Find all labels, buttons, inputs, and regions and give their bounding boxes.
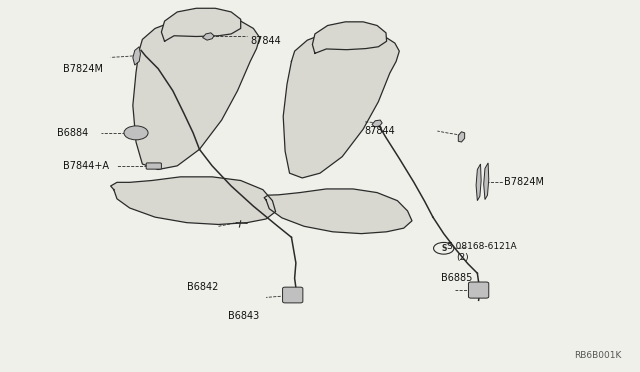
FancyBboxPatch shape bbox=[468, 282, 489, 298]
Text: B6842: B6842 bbox=[187, 282, 218, 292]
Text: B6884: B6884 bbox=[57, 128, 88, 138]
Polygon shape bbox=[484, 163, 489, 199]
Polygon shape bbox=[284, 30, 399, 178]
Text: 87844: 87844 bbox=[250, 36, 281, 46]
Text: B6843: B6843 bbox=[228, 311, 259, 321]
FancyBboxPatch shape bbox=[146, 163, 161, 169]
Polygon shape bbox=[312, 22, 387, 53]
Polygon shape bbox=[203, 33, 214, 40]
Text: 87844: 87844 bbox=[364, 126, 395, 136]
Text: (2): (2) bbox=[456, 253, 469, 262]
Polygon shape bbox=[264, 189, 412, 234]
Polygon shape bbox=[111, 177, 276, 224]
Polygon shape bbox=[133, 17, 260, 170]
Polygon shape bbox=[458, 132, 465, 142]
Text: B7844+A: B7844+A bbox=[63, 161, 109, 171]
Polygon shape bbox=[133, 47, 140, 65]
Text: B7824M: B7824M bbox=[63, 64, 103, 74]
FancyBboxPatch shape bbox=[283, 287, 303, 303]
Polygon shape bbox=[476, 164, 481, 201]
Polygon shape bbox=[372, 120, 382, 127]
Circle shape bbox=[124, 126, 148, 140]
Text: S 08168-6121A: S 08168-6121A bbox=[447, 242, 516, 251]
Text: S: S bbox=[441, 244, 447, 253]
Text: B6885: B6885 bbox=[440, 273, 472, 283]
Text: RB6B001K: RB6B001K bbox=[574, 351, 621, 360]
Polygon shape bbox=[161, 8, 241, 41]
Text: B7824M: B7824M bbox=[504, 177, 544, 187]
